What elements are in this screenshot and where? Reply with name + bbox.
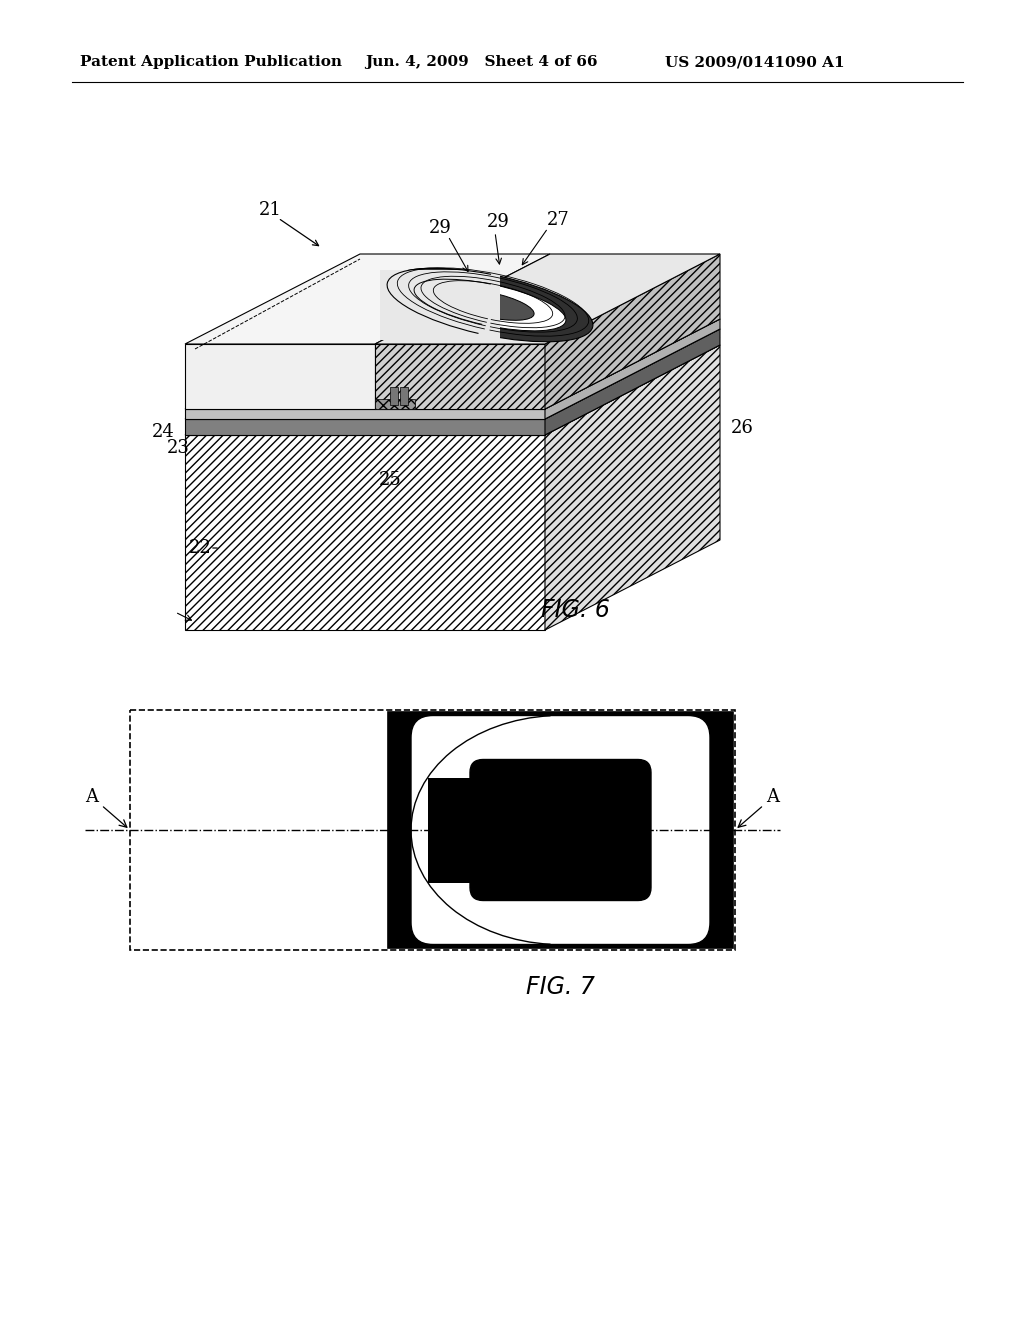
Polygon shape bbox=[545, 253, 720, 409]
FancyBboxPatch shape bbox=[470, 759, 651, 900]
Polygon shape bbox=[375, 253, 720, 345]
Polygon shape bbox=[185, 345, 375, 409]
Text: 22: 22 bbox=[188, 539, 211, 557]
Text: 27: 27 bbox=[547, 211, 569, 228]
Polygon shape bbox=[380, 271, 500, 341]
Text: 25: 25 bbox=[379, 471, 401, 488]
Polygon shape bbox=[545, 329, 720, 436]
Text: Patent Application Publication: Patent Application Publication bbox=[80, 55, 342, 69]
Polygon shape bbox=[390, 387, 398, 405]
Text: 29: 29 bbox=[486, 213, 509, 231]
Polygon shape bbox=[400, 387, 408, 405]
Polygon shape bbox=[375, 345, 545, 409]
Polygon shape bbox=[545, 319, 720, 418]
Text: FIG. 6: FIG. 6 bbox=[541, 598, 609, 622]
Polygon shape bbox=[388, 711, 733, 948]
Text: 24: 24 bbox=[152, 422, 174, 441]
Polygon shape bbox=[185, 329, 720, 418]
Ellipse shape bbox=[414, 280, 566, 331]
Text: US 2009/0141090 A1: US 2009/0141090 A1 bbox=[665, 55, 845, 69]
Text: 26: 26 bbox=[730, 418, 754, 437]
Polygon shape bbox=[185, 418, 545, 436]
Text: 23: 23 bbox=[167, 440, 189, 457]
Polygon shape bbox=[185, 345, 720, 436]
Ellipse shape bbox=[387, 268, 593, 342]
Polygon shape bbox=[375, 399, 415, 409]
Text: 21: 21 bbox=[259, 201, 282, 219]
Polygon shape bbox=[185, 409, 545, 418]
FancyBboxPatch shape bbox=[411, 715, 710, 945]
Text: FIG. 7: FIG. 7 bbox=[525, 975, 595, 999]
Text: A: A bbox=[738, 788, 779, 828]
Text: Jun. 4, 2009   Sheet 4 of 66: Jun. 4, 2009 Sheet 4 of 66 bbox=[365, 55, 597, 69]
Polygon shape bbox=[185, 253, 550, 345]
Text: 29: 29 bbox=[429, 219, 452, 238]
Polygon shape bbox=[185, 319, 720, 409]
Text: A: A bbox=[85, 788, 127, 828]
Polygon shape bbox=[185, 436, 545, 630]
Polygon shape bbox=[545, 345, 720, 630]
Polygon shape bbox=[428, 777, 518, 883]
Ellipse shape bbox=[445, 289, 535, 321]
